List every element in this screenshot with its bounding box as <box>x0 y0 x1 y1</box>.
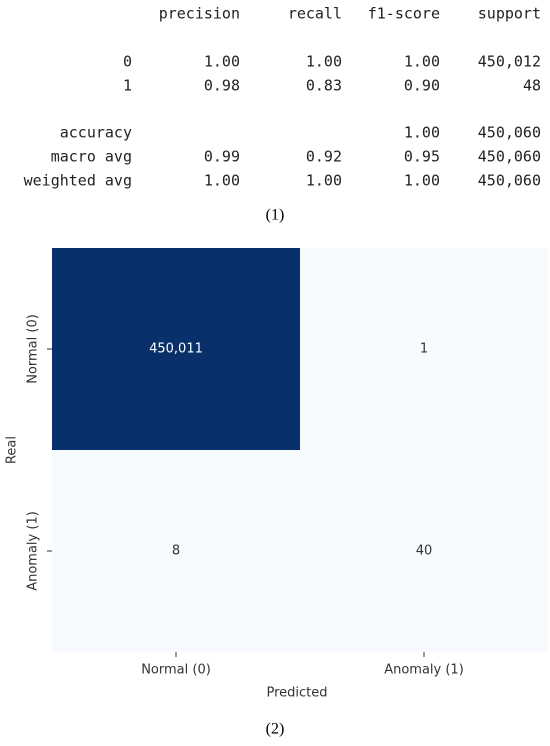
heatmap-cell <box>52 248 300 450</box>
row-label: accuracy <box>60 124 132 142</box>
heatmap-cell <box>300 450 548 652</box>
x-axis-label: Predicted <box>266 686 327 701</box>
heatmap-cell <box>52 450 300 652</box>
cell-label: 8 <box>172 544 180 559</box>
cell: 1.00 <box>404 124 440 142</box>
cell: 450,060 <box>478 124 541 142</box>
column-header: support <box>478 5 541 23</box>
y-tick-label: Normal (0) <box>26 314 41 384</box>
cell-label: 450,011 <box>149 342 203 357</box>
cell: 1.00 <box>404 172 440 190</box>
caption: (2) <box>266 721 285 738</box>
cell: 1.00 <box>204 172 240 190</box>
cell: 1.00 <box>306 53 342 71</box>
y-axis-label: Real <box>5 436 20 464</box>
cell: 0.98 <box>204 77 240 95</box>
row-label: weighted avg <box>24 172 132 190</box>
cell: 450,060 <box>478 172 541 190</box>
cell: 1.00 <box>306 172 342 190</box>
cell: 0.95 <box>404 148 440 166</box>
cell: 450,060 <box>478 148 541 166</box>
column-header: f1-score <box>368 5 440 23</box>
y-tick-label: Anomaly (1) <box>26 511 41 591</box>
heatmap-cell <box>300 248 548 450</box>
cell: 1.00 <box>404 53 440 71</box>
caption: (1) <box>266 207 285 224</box>
x-tick-label: Normal (0) <box>141 663 211 678</box>
cell: 48 <box>523 77 541 95</box>
row-label: macro avg <box>51 148 132 166</box>
cell-label: 40 <box>416 544 433 559</box>
cell: 0.83 <box>306 77 342 95</box>
column-header: precision <box>159 5 240 23</box>
row-label: 1 <box>123 77 132 95</box>
cell: 0.92 <box>306 148 342 166</box>
cell: 0.90 <box>404 77 440 95</box>
cell-label: 1 <box>420 342 428 357</box>
cell: 1.00 <box>204 53 240 71</box>
column-header: recall <box>288 5 342 23</box>
cell: 450,012 <box>478 53 541 71</box>
row-label: 0 <box>123 53 132 71</box>
cell: 0.99 <box>204 148 240 166</box>
x-tick-label: Anomaly (1) <box>384 663 464 678</box>
